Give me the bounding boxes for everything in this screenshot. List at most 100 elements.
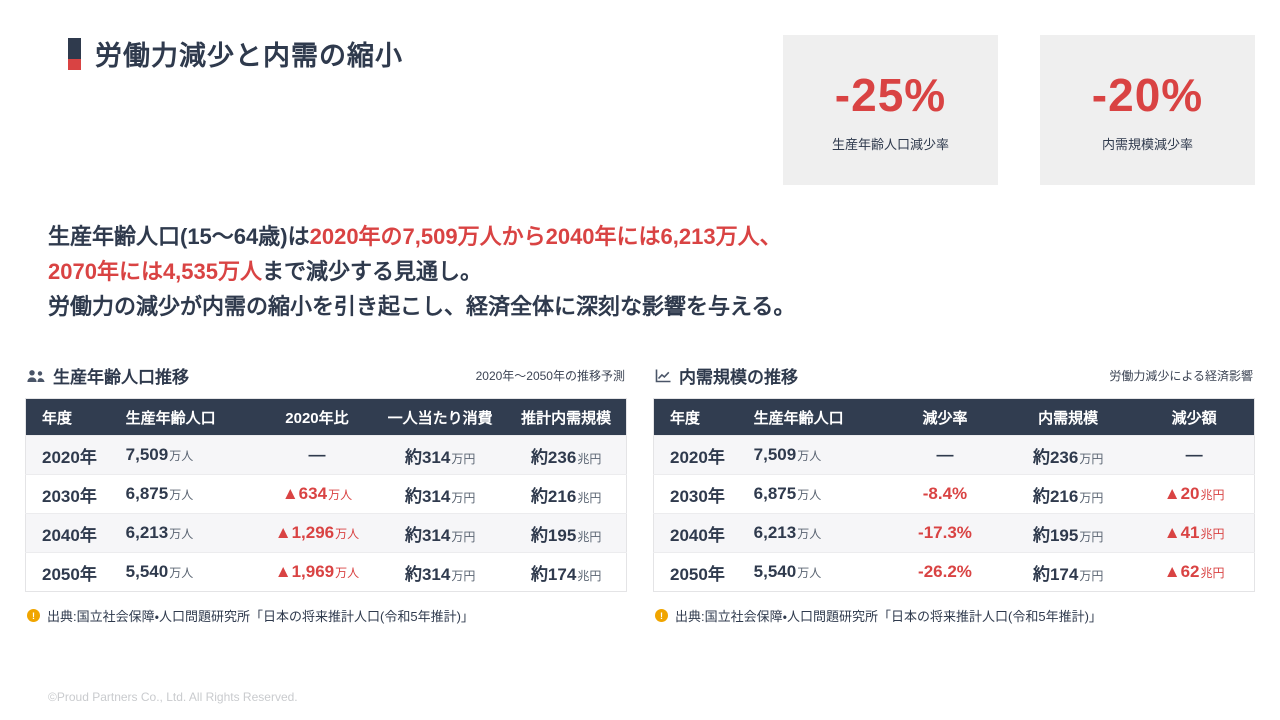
table-cell: 約314万円 xyxy=(374,513,507,553)
table-cell: 約314万円 xyxy=(374,552,507,592)
column-header: 減少額 xyxy=(1134,398,1255,436)
table-cell: 2030年 xyxy=(653,474,744,514)
table-cell: 2050年 xyxy=(25,552,116,592)
line-chart-icon xyxy=(655,369,671,383)
table-cell: 約174兆円 xyxy=(506,552,627,592)
workforce-table-section: 生産年齢人口推移 2020年〜2050年の推移予測 年度 生産年齢人口 2020年比… xyxy=(25,363,627,625)
table-cell: 6,875万人 xyxy=(743,474,888,514)
table-header-bar: 生産年齢人口推移 2020年〜2050年の推移予測 xyxy=(25,363,627,388)
table-cell: 5,540万人 xyxy=(115,552,260,592)
demand-table: 年度 生産年齢人口 減少率 内需規模 減少額 2020年 7,509万人 — 約236万円 —2… xyxy=(653,398,1255,592)
info-icon: ! xyxy=(27,609,40,622)
column-header: 年度 xyxy=(653,398,744,436)
lead-text: まで減少する見通し。 xyxy=(262,258,483,284)
stat-box-population-decline: -25% 生産年齢人口減少率 xyxy=(783,35,998,185)
page-title: 労働力減少と内需の縮小 xyxy=(95,41,403,71)
table-row: 2040年 6,213万人 ▲1,296万人 約314万円 約195兆円 xyxy=(25,513,627,553)
table-cell: 6,213万人 xyxy=(743,513,888,553)
column-header: 2020年比 xyxy=(259,398,375,436)
table-header-row: 年度 生産年齢人口 2020年比 一人当たり消費 推計内需規模 xyxy=(25,398,627,436)
column-header: 内需規模 xyxy=(1002,398,1135,436)
table-cell: 5,540万人 xyxy=(743,552,888,592)
table-row: 2050年 5,540万人 -26.2% 約174万円 ▲62兆円 xyxy=(653,552,1255,592)
table-header-bar: 内需規模の推移 労働力減少による経済影響 xyxy=(653,363,1255,388)
table-cell: -26.2% xyxy=(887,552,1003,592)
table-cell: — xyxy=(259,435,375,475)
column-header: 減少率 xyxy=(887,398,1003,436)
table-row: 2020年 7,509万人 — 約314万円 約236兆円 xyxy=(25,435,627,475)
table-cell: ▲20兆円 xyxy=(1134,474,1255,514)
people-icon xyxy=(27,369,45,383)
info-icon: ! xyxy=(655,609,668,622)
table-cell: — xyxy=(1134,435,1255,475)
table-title-wrap: 内需規模の推移 xyxy=(655,363,798,388)
table-title: 生産年齢人口推移 xyxy=(53,368,189,387)
table-cell: 7,509万人 xyxy=(743,435,888,475)
table-cell: -17.3% xyxy=(887,513,1003,553)
source-note: ! 出典:国立社会保障・人口問題研究所「日本の将来推計人口(令和5年推計)」 xyxy=(25,606,627,625)
workforce-table: 年度 生産年齢人口 2020年比 一人当たり消費 推計内需規模 2020年 7,509万人… xyxy=(25,398,627,592)
table-title-wrap: 生産年齢人口推移 xyxy=(27,363,189,388)
table-cell: 約216万円 xyxy=(1002,474,1135,514)
table-row: 2040年 6,213万人 -17.3% 約195万円 ▲41兆円 xyxy=(653,513,1255,553)
table-cell: — xyxy=(887,435,1003,475)
table-cell: 約314万円 xyxy=(374,435,507,475)
table-cell: 6,875万人 xyxy=(115,474,260,514)
table-header-row: 年度 生産年齢人口 減少率 内需規模 減少額 xyxy=(653,398,1255,436)
table-cell: 2040年 xyxy=(25,513,116,553)
table-row: 2050年 5,540万人 ▲1,969万人 約314万円 約174兆円 xyxy=(25,552,627,592)
stat-box-demand-decline: -20% 内需規模減少率 xyxy=(1040,35,1255,185)
lead-text-highlight: 2070年には4,535万人 xyxy=(48,258,262,284)
table-cell: ▲634万人 xyxy=(259,474,375,514)
table-cell: 2040年 xyxy=(653,513,744,553)
table-cell: 約216兆円 xyxy=(506,474,627,514)
column-header: 推計内需規模 xyxy=(506,398,627,436)
lead-text: 労働力の減少が内需の縮小を引き起こし、経済全体に深刻な影響を与える。 xyxy=(48,293,796,319)
slide-header: 労働力減少と内需の縮小 xyxy=(68,34,403,73)
stat-label: 内需規模減少率 xyxy=(1101,136,1193,152)
source-note: ! 出典:国立社会保障・人口問題研究所「日本の将来推計人口(令和5年推計)」 xyxy=(653,606,1255,625)
table-subtitle: 2020年〜2050年の推移予測 xyxy=(475,369,625,383)
column-header: 年度 xyxy=(25,398,116,436)
table-cell: 約195万円 xyxy=(1002,513,1135,553)
source-text: 出典:国立社会保障・人口問題研究所「日本の将来推計人口(令和5年推計)」 xyxy=(47,609,474,624)
table-cell: 約174万円 xyxy=(1002,552,1135,592)
table-cell: 2020年 xyxy=(653,435,744,475)
table-row: 2020年 7,509万人 — 約236万円 — xyxy=(653,435,1255,475)
stat-value: -20% xyxy=(1091,68,1204,121)
stat-boxes: -25% 生産年齢人口減少率 -20% 内需規模減少率 xyxy=(783,35,1255,185)
title-accent-red-block xyxy=(68,58,81,70)
table-cell: 約236万円 xyxy=(1002,435,1135,475)
table-cell: ▲1,296万人 xyxy=(259,513,375,553)
table-cell: 6,213万人 xyxy=(115,513,260,553)
table-cell: 約236兆円 xyxy=(506,435,627,475)
demand-table-section: 内需規模の推移 労働力減少による経済影響 年度 生産年齢人口 減少率 内需規模 減少額 … xyxy=(653,363,1255,625)
table-cell: ▲1,969万人 xyxy=(259,552,375,592)
stat-label: 生産年齢人口減少率 xyxy=(831,136,949,152)
column-header: 生産年齢人口 xyxy=(115,398,260,436)
table-cell: 2020年 xyxy=(25,435,116,475)
table-row: 2030年 6,875万人 -8.4% 約216万円 ▲20兆円 xyxy=(653,474,1255,514)
table-cell: -8.4% xyxy=(887,474,1003,514)
lead-text-highlight: 2020年の7,509万人から2040年には6,213万人、 xyxy=(309,224,782,249)
lead-text: 生産年齢人口(15〜64歳)は xyxy=(48,224,310,249)
table-cell: 2050年 xyxy=(653,552,744,592)
title-accent-bar xyxy=(68,37,81,70)
lead-paragraph: 生産年齢人口(15〜64歳)は2020年の7,509万人から2040年には6,2… xyxy=(48,220,1198,324)
table-cell: 7,509万人 xyxy=(115,435,260,475)
source-text: 出典:国立社会保障・人口問題研究所「日本の将来推計人口(令和5年推計)」 xyxy=(675,609,1102,624)
copyright-footer: ©Proud Partners Co., Ltd. All Rights Res… xyxy=(48,690,298,704)
stat-value: -25% xyxy=(834,68,947,121)
table-cell: ▲62兆円 xyxy=(1134,552,1255,592)
table-subtitle: 労働力減少による経済影響 xyxy=(1109,369,1253,383)
tables-area: 生産年齢人口推移 2020年〜2050年の推移予測 年度 生産年齢人口 2020年比… xyxy=(25,363,1255,625)
column-header: 生産年齢人口 xyxy=(743,398,888,436)
table-cell: 2030年 xyxy=(25,474,116,514)
table-cell: 約314万円 xyxy=(374,474,507,514)
table-cell: ▲41兆円 xyxy=(1134,513,1255,553)
column-header: 一人当たり消費 xyxy=(374,398,507,436)
table-cell: 約195兆円 xyxy=(506,513,627,553)
table-row: 2030年 6,875万人 ▲634万人 約314万円 約216兆円 xyxy=(25,474,627,514)
table-title: 内需規模の推移 xyxy=(679,368,798,387)
